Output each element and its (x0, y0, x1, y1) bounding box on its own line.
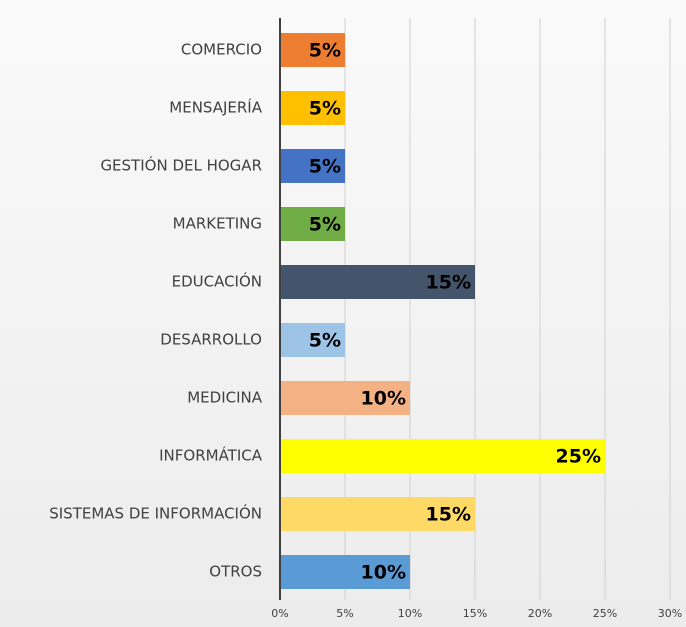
x-tick-label: 25% (593, 607, 617, 620)
x-tick-label: 10% (398, 607, 422, 620)
y-tick-label: EDUCACIÓN (172, 272, 262, 291)
y-tick-label: MARKETING (173, 215, 262, 233)
value-label: 10% (361, 562, 406, 584)
value-label: 15% (426, 272, 471, 294)
value-label: 5% (309, 330, 341, 352)
value-label: 5% (309, 98, 341, 120)
value-label: 15% (426, 504, 471, 526)
value-label: 5% (309, 40, 341, 62)
value-label: 10% (361, 388, 406, 410)
value-label: 25% (556, 446, 601, 468)
y-tick-label: SISTEMAS DE INFORMACIÓN (49, 504, 262, 523)
x-tick-label: 20% (528, 607, 552, 620)
y-tick-label: OTROS (209, 563, 262, 581)
value-label: 5% (309, 156, 341, 178)
x-tick-label: 15% (463, 607, 487, 620)
bar (280, 149, 345, 183)
bar (280, 439, 605, 473)
x-tick-label: 0% (271, 607, 288, 620)
bar (280, 265, 475, 299)
y-tick-label: MENSAJERÍA (169, 98, 262, 117)
bar (280, 33, 345, 67)
bar (280, 323, 345, 357)
y-tick-label: COMERCIO (181, 41, 262, 59)
y-tick-label: GESTIÓN DEL HOGAR (100, 156, 262, 175)
bar (280, 91, 345, 125)
y-tick-label: MEDICINA (187, 389, 263, 407)
bar (280, 497, 475, 531)
value-label: 5% (309, 214, 341, 236)
bar (280, 207, 345, 241)
bar (280, 381, 410, 415)
y-tick-label: DESARROLLO (160, 331, 262, 349)
x-tick-label: 5% (336, 607, 353, 620)
bar (280, 555, 410, 589)
y-tick-label: INFORMÁTICA (159, 446, 263, 465)
x-tick-label: 30% (658, 607, 682, 620)
